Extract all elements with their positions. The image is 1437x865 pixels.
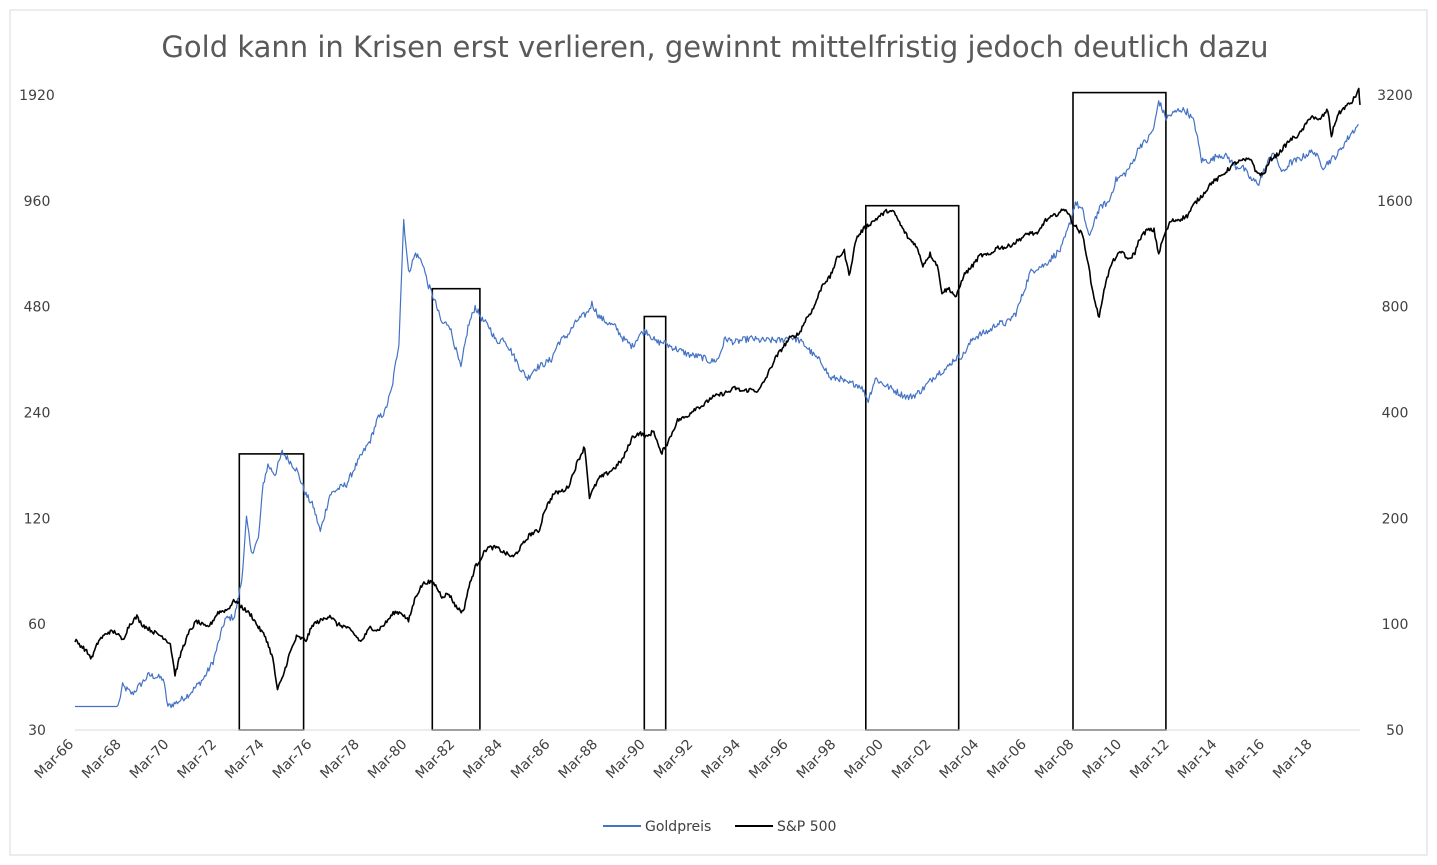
left-tick-label: 480 <box>24 300 51 316</box>
right-tick-label: 800 <box>1382 300 1409 316</box>
right-tick-label: 400 <box>1382 406 1409 422</box>
left-tick-label: 120 <box>24 511 51 527</box>
right-tick-label: 100 <box>1382 617 1409 633</box>
left-axis-ticks: 30 60 120 240 480 960 1920 <box>19 88 55 739</box>
right-tick-label: 200 <box>1382 511 1409 527</box>
right-tick-label: 50 <box>1386 723 1404 739</box>
left-tick-label: 60 <box>28 617 46 633</box>
chart-title: Gold kann in Krisen erst verlieren, gewi… <box>161 30 1268 64</box>
left-tick-label: 240 <box>24 406 51 422</box>
right-axis-ticks: 50 100 200 400 800 1600 3200 <box>1377 88 1413 739</box>
right-tick-label: 1600 <box>1377 194 1413 210</box>
left-tick-label: 1920 <box>19 88 55 104</box>
series-line-1 <box>74 87 1361 691</box>
left-tick-label: 960 <box>24 194 51 210</box>
legend: Goldpreis S&P 500 <box>603 819 836 835</box>
series-lines <box>74 87 1361 709</box>
series-line-0 <box>75 100 1359 709</box>
legend-label-goldpreis: Goldpreis <box>645 819 711 835</box>
left-tick-label: 30 <box>28 723 46 739</box>
legend-label-sp500: S&P 500 <box>777 819 836 835</box>
right-tick-label: 3200 <box>1377 88 1413 104</box>
chart-border <box>9 9 1428 856</box>
